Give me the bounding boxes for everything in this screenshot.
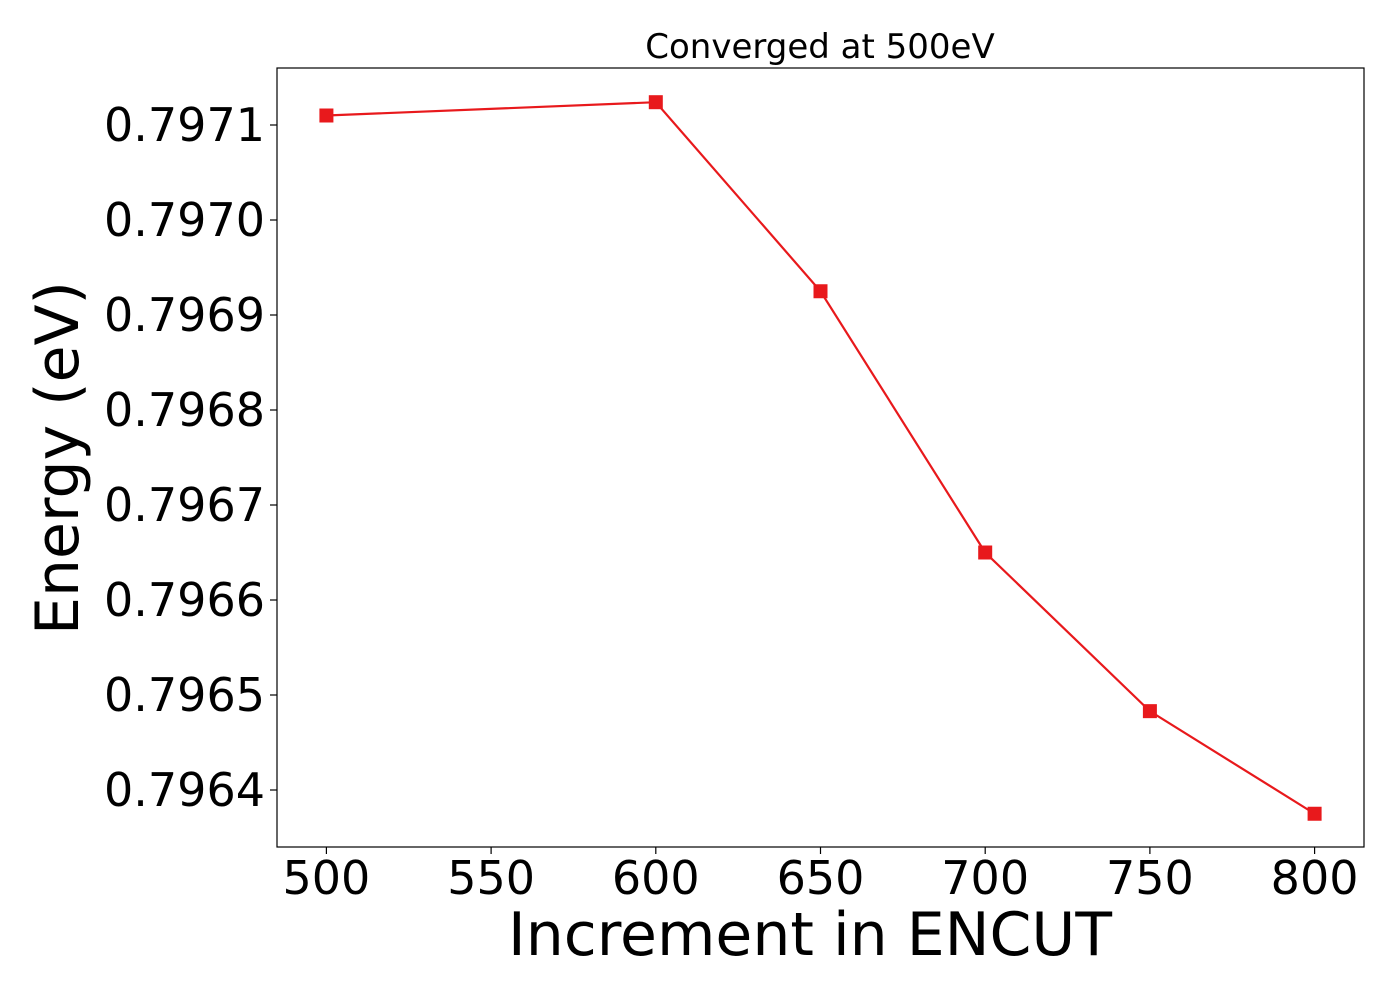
- data-point-marker: [319, 108, 334, 123]
- x-axis: 500 550 600 650 700 750 800: [283, 847, 1359, 905]
- y-tick-label: 0.7966: [104, 573, 265, 627]
- data-point-marker: [978, 545, 993, 560]
- x-tick-label: 800: [1271, 851, 1359, 905]
- data-point-marker: [1142, 704, 1157, 719]
- data-point-marker: [813, 284, 828, 299]
- chart-title: Converged at 500eV: [645, 27, 994, 67]
- x-tick-label: 750: [1106, 851, 1194, 905]
- plot-area: [276, 67, 1365, 848]
- series-layer: [319, 95, 1322, 821]
- x-tick-label: 550: [447, 851, 535, 905]
- y-tick-label: 0.7968: [104, 383, 265, 437]
- y-axis: 0.7964 0.7965 0.7966 0.7967 0.7968 0.7969 0.79…: [104, 98, 277, 817]
- y-tick-label: 0.7969: [104, 288, 265, 342]
- y-tick-label: 0.7964: [104, 763, 265, 817]
- x-tick-label: 500: [283, 851, 371, 905]
- data-point-marker: [648, 95, 663, 110]
- x-tick-label: 600: [612, 851, 700, 905]
- y-tick-label: 0.7970: [104, 193, 265, 247]
- y-tick-label: 0.7965: [104, 668, 265, 722]
- x-axis-label: Increment in ENCUT: [508, 900, 1112, 970]
- y-axis-label: Energy (eV): [23, 281, 93, 635]
- y-tick-label: 0.7971: [104, 98, 265, 152]
- data-point-marker: [1307, 806, 1322, 821]
- x-tick-label: 700: [941, 851, 1029, 905]
- y-tick-label: 0.7967: [104, 478, 265, 532]
- series-line: [326, 101, 1316, 815]
- x-tick-label: 650: [777, 851, 865, 905]
